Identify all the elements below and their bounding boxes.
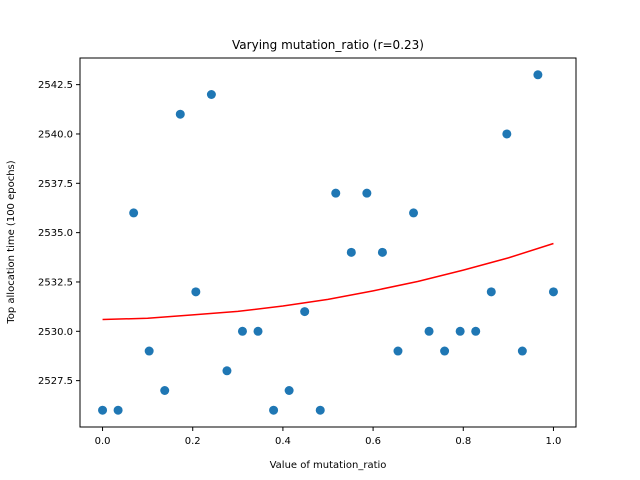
fit-curve (102, 242, 554, 321)
x-axis-label: Value of mutation_ratio (270, 460, 387, 471)
x-tick-label: 0.4 (275, 436, 291, 447)
scatter-point (144, 346, 154, 356)
x-tick-label: 0.8 (455, 436, 471, 447)
scatter-point (409, 208, 419, 218)
scatter-point (222, 366, 232, 376)
scatter-point (346, 247, 356, 257)
scatter-point (237, 326, 247, 336)
scatter-point (300, 307, 310, 317)
x-tick-label: 0.6 (365, 436, 381, 447)
scatter-point (284, 385, 294, 395)
scatter-point (98, 405, 108, 415)
scatter-point (253, 326, 263, 336)
x-tick-label: 1.0 (546, 436, 562, 447)
scatter-point (486, 287, 496, 297)
y-axis-label: Top allocation time (100 epochs) (6, 160, 17, 324)
plot-area (98, 70, 558, 415)
scatter-point (424, 326, 434, 336)
scatter-point (331, 188, 341, 198)
scatter-point (393, 346, 403, 356)
y-tick-label: 2535.0 (38, 228, 73, 239)
chart-title: Varying mutation_ratio (r=0.23) (232, 38, 424, 52)
scatter-point (377, 247, 387, 257)
scatter-point (533, 70, 543, 80)
scatter-point (206, 90, 216, 100)
y-tick-label: 2532.5 (38, 277, 73, 288)
scatter-point (471, 326, 481, 336)
scatter-point (175, 109, 185, 119)
scatter-point (548, 287, 558, 297)
y-tick-label: 2540.0 (38, 129, 73, 140)
y-axis: 2527.5 2530.0 2532.5 2535.0 2537.5 2540.0 2542… (38, 80, 80, 387)
y-tick-label: 2530.0 (38, 327, 73, 338)
scatter-point (517, 346, 527, 356)
y-tick-label: 2537.5 (38, 179, 73, 190)
y-tick-label: 2542.5 (38, 80, 73, 91)
x-axis: 0.0 0.2 0.4 0.6 0.8 1.0 (95, 427, 562, 447)
scatter-point (315, 405, 325, 415)
scatter-point (440, 346, 450, 356)
scatter-point (502, 129, 512, 139)
plot-frame (79, 57, 577, 428)
scatter-point (191, 287, 201, 297)
y-tick-label: 2527.5 (38, 376, 73, 387)
x-tick-label: 0.2 (185, 436, 201, 447)
scatter-point (362, 188, 372, 198)
scatter-point (160, 385, 170, 395)
scatter-point (455, 326, 465, 336)
scatter-point (129, 208, 139, 218)
x-tick-label: 0.0 (95, 436, 111, 447)
scatter-point (113, 405, 123, 415)
scatter-point (269, 405, 279, 415)
